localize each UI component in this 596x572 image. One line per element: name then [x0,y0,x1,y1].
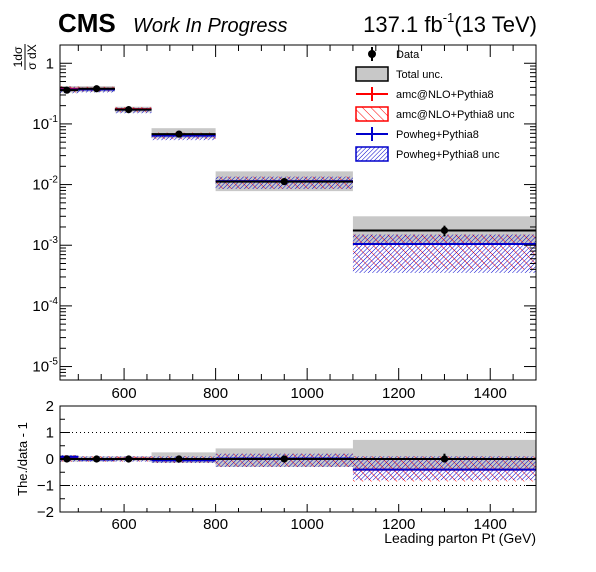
bottom-y-tick-label: −1 [37,478,54,495]
bottom-y-axis: −2 −1 0 1 2 [37,398,536,521]
top-y-tick-label: 1 [46,55,54,72]
bottom-x-tick-label: 800 [203,516,228,533]
bottom-x-tick-label: 1000 [290,516,323,533]
top-x-tick-label: 1000 [290,385,323,402]
bottom-band-powheg-pythia8-unc [352,456,536,481]
top-y-tick-label: 10-5 [32,357,58,376]
legend-amcnlo-unc-swatch [355,106,389,122]
bottom-data-point [280,455,288,463]
top-band-powheg-pythia8-unc [151,133,216,141]
top-data-point [125,106,133,114]
bottom-y-tick-label: −2 [37,504,54,521]
legend-total-unc-swatch [355,66,389,82]
tick-base: 10 [32,116,49,133]
legend-entry-label: amc@NLO+Pythia8 unc [396,109,515,121]
tick-exponent: -2 [49,175,58,186]
legend-entry-label: Data [396,49,420,61]
top-y-tick-label: 10-3 [32,235,58,254]
top-y-axis-label: 1dσ σ dX [11,44,39,70]
energy-label: (13 TeV) [454,12,537,37]
legend-data-marker [368,50,376,58]
top-data-points [60,85,536,237]
top-y-tick-label: 10-4 [32,296,58,315]
bottom-y-tick-label: 1 [46,425,54,442]
tick-exponent: -5 [49,357,58,368]
top-y-axis: 10-510-410-310-210-11 [32,44,536,381]
lumi-exponent: -1 [443,10,455,25]
top-y-tick-label: 10-2 [32,175,58,194]
lumi-value: 137.1 fb [363,12,443,37]
legend-powheg-unc-swatch [355,146,389,162]
tick-exponent: -3 [49,235,58,246]
legend-entry-label: Total unc. [396,69,443,81]
top-band-powheg-pythia8-unc [352,234,536,273]
bottom-x-tick-label: 600 [112,516,137,533]
legend-entry-label: amc@NLO+Pythia8 [396,89,494,101]
ylabel-denominator: σ dX [25,44,39,69]
tick-base: 10 [32,298,49,315]
bottom-data-point [93,455,101,463]
top-data-point [440,226,449,235]
bottom-y-axis-label: The./data - 1 [15,422,30,496]
top-data-point [280,177,288,186]
top-x-ticks: 600 800 1000 1200 1400 [77,45,537,402]
top-x-tick-label: 600 [112,385,137,402]
tick-base: 10 [32,177,49,194]
top-data-point [175,130,183,138]
ylabel-numerator: 1dσ [11,46,25,67]
tick-base: 10 [32,237,49,254]
cms-label: CMS [58,8,116,38]
top-x-tick-label: 1400 [474,385,507,402]
bottom-x-axis: 600 800 1000 1200 1400 [77,504,537,533]
bottom-y-tick-label: 2 [46,398,54,415]
top-panel: 10-510-410-310-210-11 600 800 1000 1200 1400… [11,44,537,402]
status-label: Work In Progress [133,15,287,37]
top-x-tick-label: 1200 [382,385,415,402]
top-y-tick-label: 10-1 [32,114,58,133]
top-x-tick-label: 800 [203,385,228,402]
top-data-point [93,85,101,93]
legend-entry-label: Powheg+Pythia8 [396,129,479,141]
top-data-point [63,86,71,94]
tick-base: 10 [32,359,49,376]
tick-exponent: -4 [49,296,58,307]
x-axis-label: Leading parton Pt (GeV) [384,530,536,546]
bottom-x-tick-label: 1400 [474,516,507,533]
bottom-data-point [440,455,449,463]
tick-exponent: -1 [49,114,58,125]
bottom-x-tick-label: 1200 [382,516,415,533]
top-frame [59,44,537,381]
bottom-y-tick-label: 0 [46,451,54,468]
bottom-data-point [175,455,183,463]
lumi-label: 137.1 fb-1(13 TeV) [363,10,537,37]
bottom-data-point [125,455,133,463]
legend-entry-label: Powheg+Pythia8 unc [396,149,500,161]
bottom-panel: −2 −1 0 1 2 600 800 1000 1200 1400 The./data - 1… [15,398,537,546]
legend: Data Total unc. amc@NLO+Pythia8 amc@NLO+Pyt… [355,47,515,162]
